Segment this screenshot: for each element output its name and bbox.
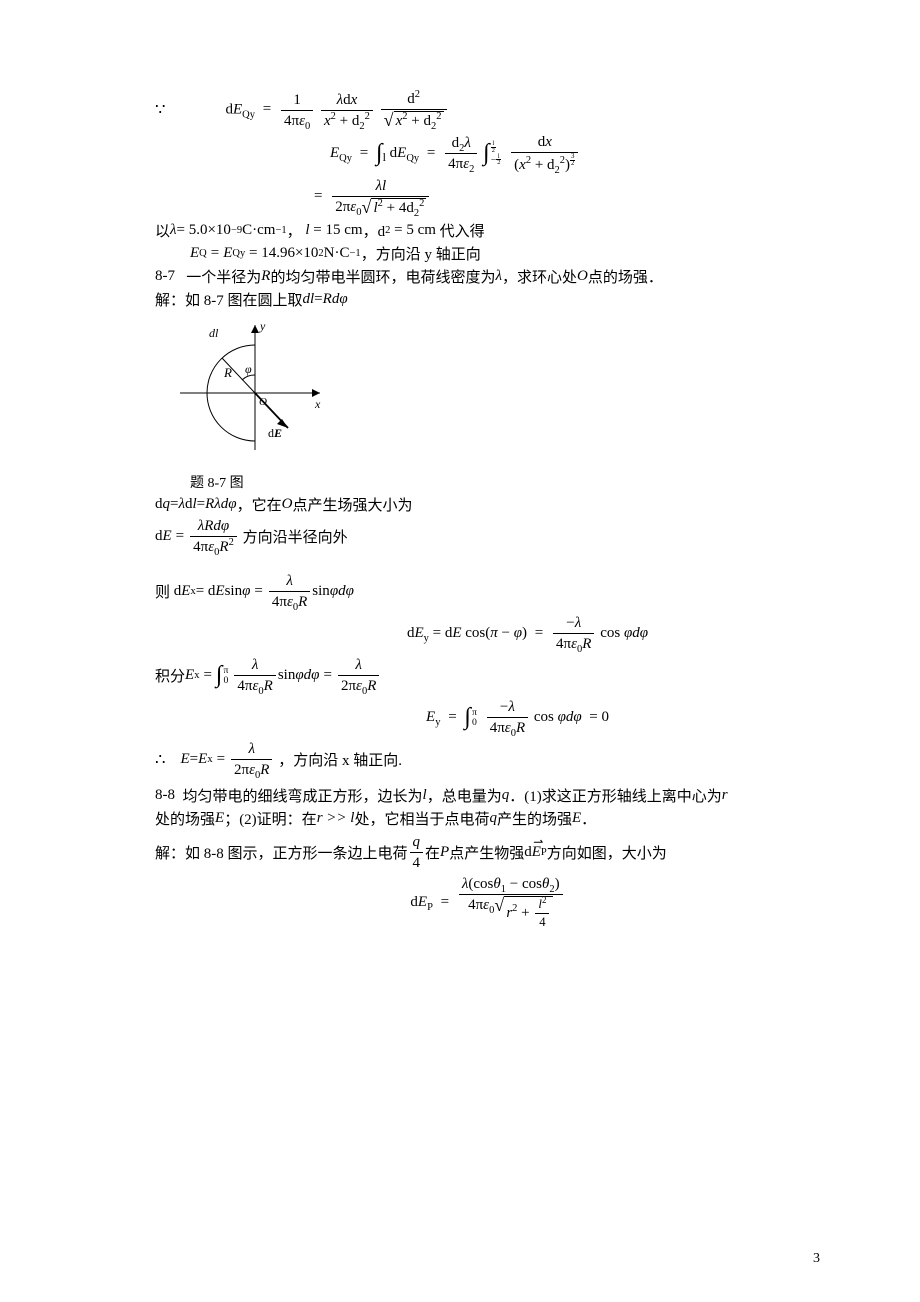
label-R: R: [223, 365, 232, 380]
label-x: x: [314, 397, 321, 411]
substitution-line: 以 λ = 5.0×10−9 C·cm−1 ， l = 15 cm ，d2 = …: [155, 220, 820, 241]
label-O: O: [259, 396, 267, 408]
figure-8-7-caption: 题 8-7 图: [155, 472, 820, 492]
label-dl: dl: [209, 326, 219, 340]
eq-dE: dE = λRdφ4πε0R2 方向沿半径向外: [155, 517, 820, 556]
page-number: 3: [813, 1251, 820, 1267]
eq-dEx: 则 dEx = dE sin φ = λ4πε0R sin φdφ: [155, 572, 820, 611]
eq-EQy-integral: EQy = ∫l dEQy = d2λ4πε2 ∫l2−l2 dx(x2 + d…: [155, 133, 820, 174]
result-EQ: EQ = EQy = 14.96×102 N·C−1 ，方向沿 y 轴正向: [155, 243, 820, 264]
therefore-symbol: ∵: [155, 100, 166, 120]
eq-int-Ex: 积分 Ex = ∫π0 λ4πε0R sin φdφ = λ2πε0R: [155, 656, 820, 695]
label-y: y: [259, 319, 266, 333]
problem-8-8-cont: 处的场强 E ；(2)证明：在 r >> l 处，它相当于点电荷 q 产生的场强…: [155, 808, 820, 829]
solution-8-8-intro: 解：如 8-8 图示，正方形一条边上电荷 q4 在 P 点产生物强 dEP 方向…: [155, 833, 820, 872]
eq-body: dEQy = 14πε0 λdxx2 + d22 d2x2 + d22: [226, 90, 449, 130]
figure-8-7: dl R φ O x y dE: [160, 315, 330, 470]
eq-int-Ey: Ey = ∫π0 −λ4πε0R cos φdφ = 0: [155, 698, 820, 737]
problem-8-7: 8-7 一个半径为 R 的均匀带电半圆环，电荷线密度为 λ ，求环心处 O 点的…: [155, 266, 820, 287]
solution-8-7-intro: 解：如 8-7 图在圆上取 dl = R dφ: [155, 289, 820, 310]
label-phi: φ: [245, 362, 252, 376]
problem-8-8: 8-8 均匀带电的细线弯成正方形，边长为 l ，总电量为 q ．(1)求这正方形…: [155, 785, 820, 806]
conclusion-8-7: ∴ E = Ex = λ2πε0R ，方向沿 x 轴正向.: [155, 740, 820, 779]
label-dE: dE: [268, 426, 282, 440]
eq-dEP: dEP = λ(cosθ1 − cosθ2) 4πε0r2 + l24: [155, 875, 820, 931]
eq-dq: dq = λdl = Rλdφ ，它在 O 点产生场强大小为: [155, 494, 820, 515]
eq-EQy-result: = λl2πε0l2 + 4d22: [155, 177, 820, 217]
eq-dEQy: ∵ dEQy = 14πε0 λdxx2 + d22 d2x2 + d22: [155, 90, 820, 130]
eq-dEy: dEy = dE cos(π − φ) = −λ4πε0R cos φdφ: [155, 614, 820, 653]
